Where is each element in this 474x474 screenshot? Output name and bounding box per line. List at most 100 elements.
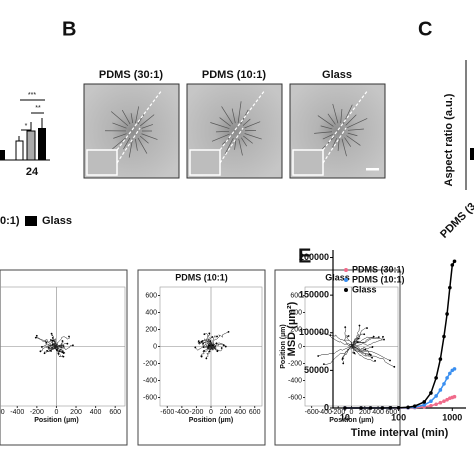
y-tick-label: 100000 <box>299 327 329 337</box>
data-point <box>434 376 438 380</box>
y-tick-label: 400 <box>145 309 157 316</box>
y-label: MSD (µm²) <box>286 301 298 356</box>
data-point <box>448 371 452 376</box>
x-label: PDMS (3 <box>438 201 474 241</box>
bar <box>26 130 36 161</box>
data-point <box>452 259 457 264</box>
plot-title: Glass <box>325 272 350 282</box>
panel-e: E 0 50000 100000 150000 200000 10 100 1000 Time … <box>286 245 466 439</box>
data-point <box>438 400 443 405</box>
data-point <box>442 399 446 404</box>
data-point <box>396 405 401 410</box>
y-label: Aspect ratio (a.u.) <box>443 93 455 186</box>
significance: ** <box>35 105 41 112</box>
y-tick-label: 400 <box>290 309 302 316</box>
image-title: PDMS (30:1) <box>99 69 164 81</box>
x-tick-label: -600 <box>160 409 174 416</box>
x-tick-label: 0 <box>350 409 354 416</box>
y-tick-label: 150000 <box>299 290 329 300</box>
x-tick-label: 400 <box>234 409 246 416</box>
y-tick-label: 200000 <box>299 252 329 262</box>
data-point <box>368 406 373 410</box>
y-tick-label: -400 <box>288 377 302 384</box>
y-tick-label: 200 <box>145 326 157 333</box>
legend-marker <box>344 268 348 272</box>
data-point <box>438 388 443 392</box>
data-point <box>448 285 452 290</box>
x-tick-label: -600 <box>0 409 5 416</box>
scale-bar <box>366 168 379 171</box>
data-point <box>422 400 427 404</box>
data-point <box>450 263 455 267</box>
data-point <box>434 394 438 398</box>
micrograph <box>289 83 386 179</box>
plot-frame <box>0 269 128 446</box>
inset <box>189 149 221 176</box>
data-point <box>412 404 417 408</box>
legend-entry: 0:1) <box>0 215 20 227</box>
x-tick-label: 600 <box>386 409 398 416</box>
x-tick-label: -200 <box>189 409 203 416</box>
panel-label: B <box>62 18 76 40</box>
y-tick-label: 0 <box>298 343 302 350</box>
data-point <box>438 357 443 361</box>
data-point <box>343 406 347 410</box>
panel-b: B PDMS (30:1) PDMS (10:1) Glass <box>62 18 386 179</box>
data-point <box>406 405 410 410</box>
y-tick-label: 600 <box>145 292 157 299</box>
y-tick-label: -400 <box>143 377 157 384</box>
x-tick-label: 200 <box>220 409 232 416</box>
y-tick-label: 200 <box>290 326 302 333</box>
x-tick-label: -400 <box>318 409 332 416</box>
data-point <box>445 376 449 380</box>
inset <box>86 149 118 176</box>
y-tick-label: 600 <box>290 292 302 299</box>
x-tick-label: 100 <box>391 412 406 422</box>
y-tick-label: -200 <box>143 360 157 367</box>
data-point <box>442 382 446 386</box>
bar <box>0 150 5 160</box>
data-point <box>388 406 393 410</box>
plot-title: PDMS (10:1) <box>175 272 228 282</box>
x-label: Position (µm) <box>189 417 233 424</box>
y-tick-label: 50000 <box>304 365 329 375</box>
y-tick-label: -600 <box>143 394 157 401</box>
x-label: 24 <box>26 166 39 178</box>
bar <box>15 140 24 161</box>
data-point <box>359 406 363 410</box>
panel-label: E <box>298 245 311 267</box>
panel-c: C Aspect ratio (a.u.) PDMS (3 <box>418 18 474 241</box>
legend-marker <box>344 288 348 292</box>
legend-marker <box>344 278 348 282</box>
x-tick-label: 600 <box>109 409 121 416</box>
data-point <box>434 402 438 407</box>
image-title: Glass <box>322 69 352 81</box>
x-label: Position (µm) <box>329 417 373 424</box>
y-tick-label: 0 <box>153 343 157 350</box>
legend-entry: PDMS (30:1) <box>352 264 405 274</box>
data-point <box>445 397 449 402</box>
x-tick-label: 200 <box>70 409 82 416</box>
data-point <box>429 399 433 404</box>
inset <box>292 149 324 176</box>
data-point <box>452 394 457 399</box>
x-tick-label: 0 <box>54 409 58 416</box>
data-point <box>380 406 385 410</box>
data-point <box>422 403 427 407</box>
image-title: PDMS (10:1) <box>202 69 267 81</box>
x-tick-label: 400 <box>372 409 384 416</box>
plot-frame <box>137 269 266 446</box>
plot-frame <box>274 269 401 446</box>
bar <box>38 128 46 160</box>
x-tick-label: 0 <box>209 409 213 416</box>
legend-entry: PDMS (10:1) <box>352 274 405 284</box>
panel-a: *** ** * 24 0:1) Glass <box>0 92 72 227</box>
x-tick-label: 600 <box>249 409 261 416</box>
panel-label: C <box>418 18 432 40</box>
legend-entry: Glass <box>42 215 72 227</box>
y-label: Position (µm) <box>280 324 287 368</box>
y-tick-label: 0 <box>324 402 329 412</box>
x-tick-label: 400 <box>90 409 102 416</box>
x-tick-label: -600 <box>305 409 319 416</box>
